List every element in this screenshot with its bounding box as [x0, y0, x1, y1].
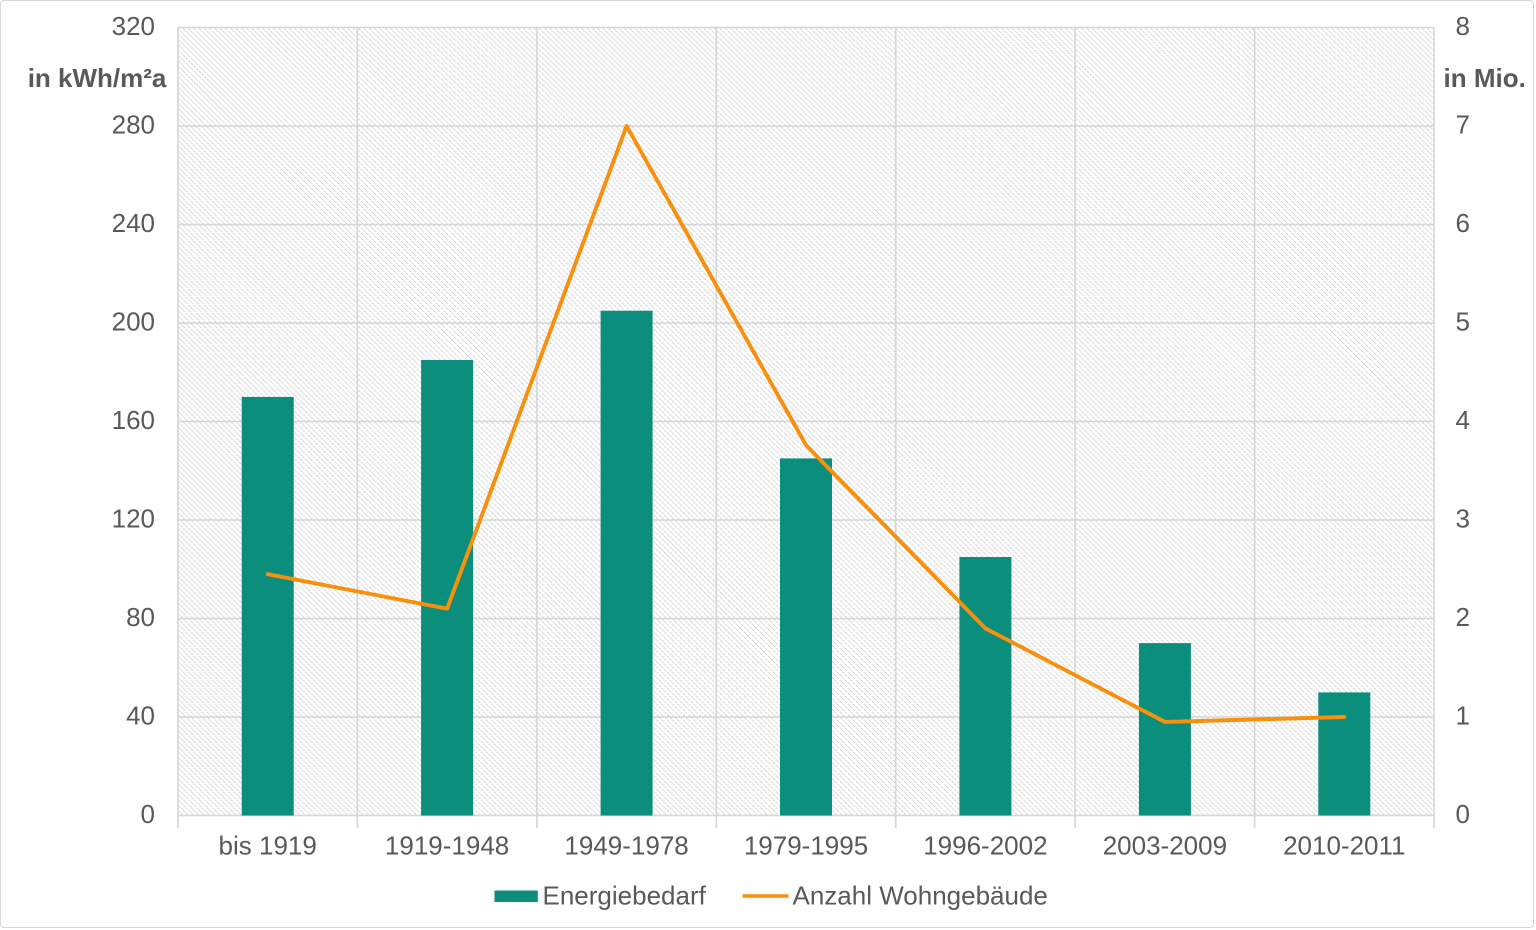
svg-text:280: 280	[112, 110, 155, 140]
svg-text:1: 1	[1456, 701, 1470, 731]
svg-text:in Mio.: in Mio.	[1444, 63, 1526, 93]
svg-text:3: 3	[1456, 504, 1470, 534]
svg-text:4: 4	[1456, 405, 1470, 435]
svg-text:7: 7	[1456, 110, 1470, 140]
svg-text:1979-1995: 1979-1995	[744, 831, 868, 861]
svg-text:in kWh/m²a: in kWh/m²a	[28, 63, 167, 93]
svg-text:320: 320	[112, 11, 155, 41]
svg-text:240: 240	[112, 208, 155, 238]
svg-text:2010-2011: 2010-2011	[1283, 831, 1405, 861]
svg-text:bis 1919: bis 1919	[219, 831, 317, 861]
svg-text:160: 160	[112, 405, 155, 435]
svg-text:120: 120	[112, 504, 155, 534]
svg-text:0: 0	[1456, 799, 1470, 829]
svg-text:8: 8	[1456, 11, 1470, 41]
svg-text:1949-1978: 1949-1978	[564, 831, 688, 861]
svg-text:40: 40	[126, 701, 155, 731]
svg-text:1996-2002: 1996-2002	[923, 831, 1047, 861]
svg-text:6: 6	[1456, 208, 1470, 238]
svg-text:Energiebedarf: Energiebedarf	[543, 881, 707, 911]
svg-text:Anzahl Wohngebäude: Anzahl Wohngebäude	[793, 881, 1048, 911]
svg-text:200: 200	[112, 307, 155, 337]
svg-text:80: 80	[126, 602, 155, 632]
svg-text:1919-1948: 1919-1948	[385, 831, 509, 861]
svg-text:2003-2009: 2003-2009	[1103, 831, 1227, 861]
svg-text:0: 0	[141, 799, 155, 829]
svg-text:5: 5	[1456, 307, 1470, 337]
svg-text:2: 2	[1456, 602, 1470, 632]
